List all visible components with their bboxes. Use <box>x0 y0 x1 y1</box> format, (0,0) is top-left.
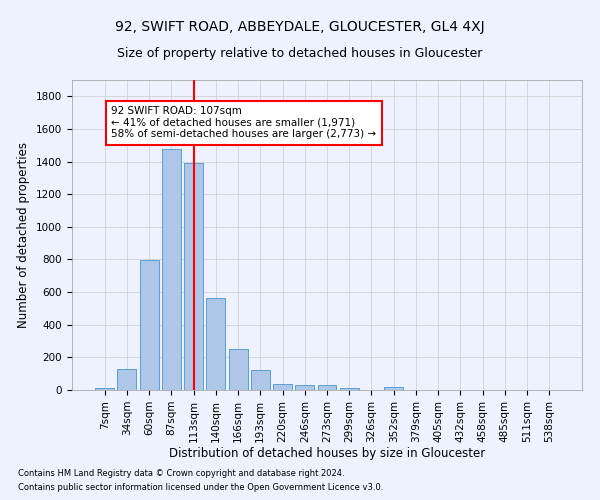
Text: 92 SWIFT ROAD: 107sqm
← 41% of detached houses are smaller (1,971)
58% of semi-d: 92 SWIFT ROAD: 107sqm ← 41% of detached … <box>112 106 376 140</box>
Text: Contains public sector information licensed under the Open Government Licence v3: Contains public sector information licen… <box>18 484 383 492</box>
Bar <box>340 388 359 390</box>
X-axis label: Distribution of detached houses by size in Gloucester: Distribution of detached houses by size … <box>169 448 485 460</box>
Bar <box>118 369 136 390</box>
Bar <box>384 386 403 390</box>
Bar <box>206 298 225 390</box>
Bar <box>273 384 292 390</box>
Text: Contains HM Land Registry data © Crown copyright and database right 2024.: Contains HM Land Registry data © Crown c… <box>18 468 344 477</box>
Bar <box>140 260 158 390</box>
Y-axis label: Number of detached properties: Number of detached properties <box>17 142 31 328</box>
Bar <box>251 370 270 390</box>
Text: Size of property relative to detached houses in Gloucester: Size of property relative to detached ho… <box>118 48 482 60</box>
Bar <box>317 385 337 390</box>
Bar <box>229 349 248 390</box>
Bar <box>295 385 314 390</box>
Bar <box>184 163 203 390</box>
Bar <box>95 388 114 390</box>
Text: 92, SWIFT ROAD, ABBEYDALE, GLOUCESTER, GL4 4XJ: 92, SWIFT ROAD, ABBEYDALE, GLOUCESTER, G… <box>115 20 485 34</box>
Bar <box>162 148 181 390</box>
